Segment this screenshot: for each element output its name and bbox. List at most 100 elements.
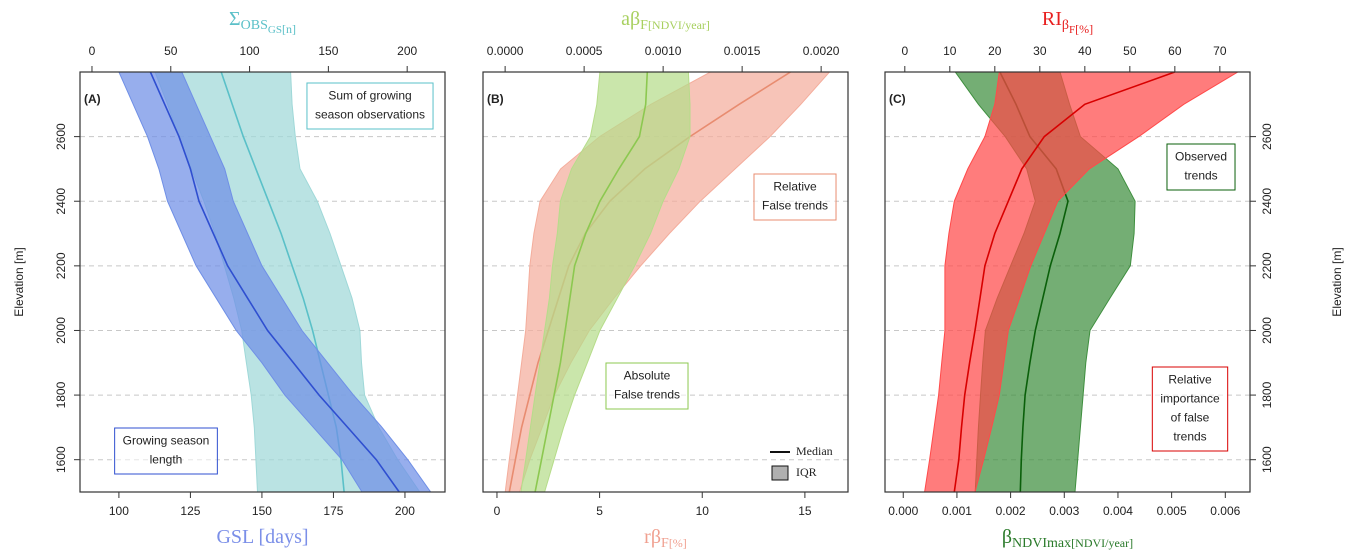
iqr-band <box>924 72 1239 492</box>
y-tick-label: 2600 <box>54 123 68 150</box>
annotation-text: length <box>150 453 183 467</box>
annotation-text: Relative <box>1168 373 1212 387</box>
plot-area <box>885 72 1250 492</box>
x2-tick-label: 100 <box>240 44 260 58</box>
x2-tick-label: 70 <box>1213 44 1227 58</box>
x-tick-label: 200 <box>395 504 415 518</box>
median-line <box>953 72 1176 492</box>
x-tick-label: 5 <box>596 504 603 518</box>
axis-title: RIβF[%] <box>1042 8 1093 36</box>
x2-tick-label: 50 <box>1123 44 1137 58</box>
x-tick-label: 100 <box>109 504 129 518</box>
y-tick-label: 2200 <box>1260 252 1274 279</box>
x-tick-label: 0.001 <box>942 504 972 518</box>
annotation-box <box>306 82 434 130</box>
legend-label: Median <box>796 444 833 458</box>
panel-label: (A) <box>84 92 101 106</box>
axis-title: βNDVImax[NDVI/year] <box>1002 526 1133 552</box>
x2-tick-label: 0.0020 <box>803 44 840 58</box>
y-tick-label: 1600 <box>1260 446 1274 473</box>
annotation-box <box>1166 143 1236 191</box>
x2-tick-label: 0.0010 <box>645 44 682 58</box>
x2-tick-label: 60 <box>1168 44 1182 58</box>
x2-tick-label: 0 <box>901 44 908 58</box>
axis-title-part: OBS <box>241 18 268 33</box>
annotation-box <box>114 427 218 475</box>
x2-tick-label: 30 <box>1033 44 1047 58</box>
y-tick-label: 2000 <box>1260 317 1274 344</box>
y-tick-label: 1800 <box>1260 381 1274 408</box>
y-tick-label: 2000 <box>54 317 68 344</box>
annotation-box <box>753 173 837 221</box>
plot-frame <box>482 71 849 493</box>
x-tick-label: 10 <box>696 504 710 518</box>
axis-title-part: F <box>661 536 669 551</box>
axis-title: GSL [days] <box>216 526 308 548</box>
annotation-box <box>605 362 689 410</box>
axis-title-part: F <box>640 18 648 33</box>
x-tick-label: 0.003 <box>1049 504 1079 518</box>
plot-area <box>483 72 848 492</box>
x-tick-label: 0.004 <box>1103 504 1133 518</box>
iqr-band <box>520 72 691 492</box>
x2-tick-label: 0.0000 <box>487 44 524 58</box>
plot-frame <box>884 71 1251 493</box>
iqr-band <box>118 72 432 492</box>
legend-swatch <box>771 465 789 481</box>
y-tick-label: 2400 <box>1260 188 1274 215</box>
annotation-text: trends <box>1173 430 1206 444</box>
annotation-text: False trends <box>614 388 680 402</box>
axis-title: ΣOBSGS[n] <box>229 8 296 36</box>
x-tick-label: 125 <box>180 504 200 518</box>
axis-title: rβF[%] <box>644 526 687 552</box>
annotation-text: season observations <box>315 108 425 122</box>
plot-area <box>80 72 445 492</box>
axis-title-part: [%] <box>1075 22 1093 36</box>
y-tick-label: 1800 <box>54 381 68 408</box>
legend-label: IQR <box>796 465 817 479</box>
axis-title-part: RI <box>1042 8 1062 30</box>
x2-tick-label: 200 <box>397 44 417 58</box>
annotation-text: Observed <box>1175 150 1227 164</box>
x-tick-label: 0.005 <box>1157 504 1187 518</box>
panel-label: (C) <box>889 92 906 106</box>
axis-title-part: β <box>1002 526 1012 548</box>
x-tick-label: 0.002 <box>996 504 1026 518</box>
annotation-text: of false <box>1171 411 1210 425</box>
axis-title-part: NDVImax <box>1012 536 1071 551</box>
x-tick-label: 175 <box>323 504 343 518</box>
annotation-text: Growing season <box>123 434 210 448</box>
plot-frame <box>79 71 446 493</box>
x2-tick-label: 150 <box>318 44 338 58</box>
y-tick-label: 1600 <box>54 446 68 473</box>
median-line <box>534 72 649 492</box>
x2-tick-label: 0.0015 <box>724 44 761 58</box>
annotation-text: Relative <box>773 180 817 194</box>
axis-title-part: F <box>1069 24 1075 36</box>
panel-label: (B) <box>487 92 504 106</box>
x2-tick-label: 0.0005 <box>566 44 603 58</box>
y-axis-title: Elevation [m] <box>12 247 26 316</box>
x-tick-label: 0.006 <box>1210 504 1240 518</box>
annotation-text: trends <box>1184 169 1217 183</box>
axis-title-part: Σ <box>229 8 241 30</box>
x2-tick-label: 20 <box>988 44 1002 58</box>
annotation-text: Sum of growing <box>328 89 411 103</box>
x-tick-label: 15 <box>798 504 812 518</box>
y-tick-label: 2400 <box>54 188 68 215</box>
annotation-text: False trends <box>762 199 828 213</box>
axis-title-part: [%] <box>669 536 687 550</box>
axis-title-part: β <box>1062 18 1069 33</box>
annotation-text: importance <box>1160 392 1220 406</box>
y-tick-label: 2200 <box>54 252 68 279</box>
median-line <box>149 72 400 492</box>
x2-tick-label: 50 <box>164 44 178 58</box>
axis-title: aβF[NDVI/year] <box>621 8 710 34</box>
x-tick-label: 150 <box>252 504 272 518</box>
axis-title-part: GS <box>268 24 282 36</box>
x2-tick-label: 0 <box>89 44 96 58</box>
y-tick-label: 2600 <box>1260 123 1274 150</box>
axis-title-part: [NDVI/year] <box>648 18 710 32</box>
axis-title-part: [n] <box>282 22 296 36</box>
x2-tick-label: 40 <box>1078 44 1092 58</box>
